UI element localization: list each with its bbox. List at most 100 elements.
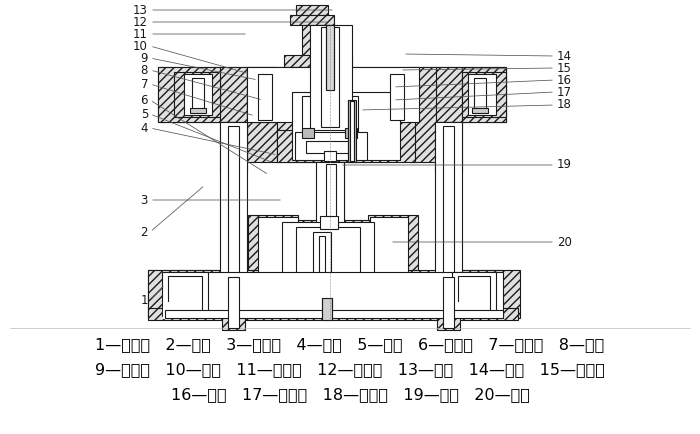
Bar	[288, 225, 368, 303]
Bar	[164, 274, 206, 314]
Text: 2: 2	[141, 226, 148, 239]
Bar	[435, 67, 462, 122]
Text: 7: 7	[141, 78, 148, 91]
Bar	[228, 277, 239, 328]
Bar	[326, 164, 336, 255]
Bar	[292, 92, 400, 160]
Bar	[321, 27, 339, 127]
Bar	[248, 215, 298, 305]
Bar	[270, 220, 386, 305]
Bar	[258, 74, 272, 120]
Bar	[302, 140, 356, 154]
Bar	[409, 67, 436, 162]
Bar	[310, 25, 352, 130]
Text: 20: 20	[557, 236, 572, 249]
Bar	[324, 151, 336, 161]
Text: 5: 5	[141, 108, 148, 121]
Bar	[302, 96, 358, 156]
Bar	[290, 15, 334, 25]
Text: 8: 8	[141, 63, 148, 76]
Bar	[443, 277, 454, 328]
Bar	[252, 72, 277, 122]
Bar	[220, 67, 247, 122]
Bar	[222, 124, 245, 276]
Text: 17: 17	[557, 85, 572, 99]
Text: 6: 6	[141, 93, 148, 106]
Bar	[437, 275, 460, 330]
Bar	[228, 126, 239, 170]
Bar	[165, 272, 503, 316]
Bar	[313, 27, 321, 127]
Bar	[174, 72, 220, 117]
Bar	[345, 128, 357, 138]
Bar	[247, 67, 419, 122]
Bar	[313, 232, 331, 297]
Bar	[348, 100, 356, 162]
Bar	[322, 298, 332, 320]
Bar	[318, 163, 326, 256]
Text: 11: 11	[133, 27, 148, 40]
Bar	[222, 124, 245, 172]
Bar	[316, 234, 328, 296]
Bar	[298, 134, 318, 158]
Bar	[184, 74, 212, 115]
Bar	[462, 67, 506, 122]
Bar	[449, 302, 463, 318]
Bar	[387, 72, 412, 122]
Bar	[437, 124, 460, 276]
Text: 10: 10	[133, 39, 148, 53]
Bar	[294, 94, 366, 158]
Bar	[258, 76, 272, 120]
Bar	[308, 230, 336, 298]
Text: 14: 14	[557, 49, 572, 62]
Bar	[282, 222, 374, 304]
Bar	[222, 275, 245, 330]
Bar	[474, 78, 486, 111]
Bar	[443, 126, 454, 274]
Bar	[454, 274, 494, 314]
Text: 1: 1	[141, 293, 148, 306]
Bar	[247, 67, 277, 162]
Bar	[284, 55, 352, 67]
Bar	[320, 216, 338, 229]
Text: 18: 18	[557, 99, 572, 112]
Bar	[462, 72, 506, 117]
Text: 4: 4	[141, 122, 148, 135]
Bar	[165, 310, 503, 318]
Bar	[148, 270, 220, 318]
Bar	[220, 122, 247, 277]
Bar	[321, 150, 339, 162]
Bar	[337, 130, 387, 162]
Bar	[148, 308, 518, 320]
Bar	[448, 270, 520, 318]
Bar	[158, 67, 506, 122]
Text: 1—下模座   2—导柱   3—凸模座   4—凸模   5—套管   6—定位销   7—上模座   8—螺钉: 1—下模座 2—导柱 3—凸模座 4—凸模 5—套管 6—定位销 7—上模座 8…	[95, 338, 605, 352]
Bar	[350, 101, 354, 161]
Bar	[435, 122, 462, 277]
Bar	[228, 126, 239, 274]
Bar	[192, 78, 204, 111]
Bar	[470, 76, 494, 113]
Bar	[190, 108, 206, 113]
Bar	[326, 25, 334, 90]
Text: 9—凹模座   10—导套   11—传力柱   12—打料杆   13—模柄   14—销子   15—传力杆: 9—凹模座 10—导套 11—传力柱 12—打料杆 13—模柄 14—销子 15…	[95, 362, 605, 378]
Bar	[468, 74, 496, 115]
Text: 13: 13	[133, 3, 148, 16]
Bar	[302, 25, 334, 55]
Bar	[336, 163, 344, 256]
Bar	[392, 76, 406, 120]
Bar	[258, 217, 298, 305]
Text: 16—垫板   17—推料板   18—推件器   19—凹模   20—销子: 16—垫板 17—推料板 18—推件器 19—凹模 20—销子	[171, 388, 529, 402]
Bar	[370, 217, 408, 305]
Text: 3: 3	[141, 194, 148, 207]
Bar	[437, 124, 460, 172]
Bar	[443, 126, 454, 170]
Bar	[296, 227, 360, 301]
Bar	[458, 276, 490, 312]
Bar	[148, 270, 518, 318]
Bar	[340, 134, 358, 158]
Bar	[162, 272, 208, 316]
Bar	[306, 141, 354, 153]
Bar	[435, 122, 462, 172]
Bar	[339, 27, 347, 127]
